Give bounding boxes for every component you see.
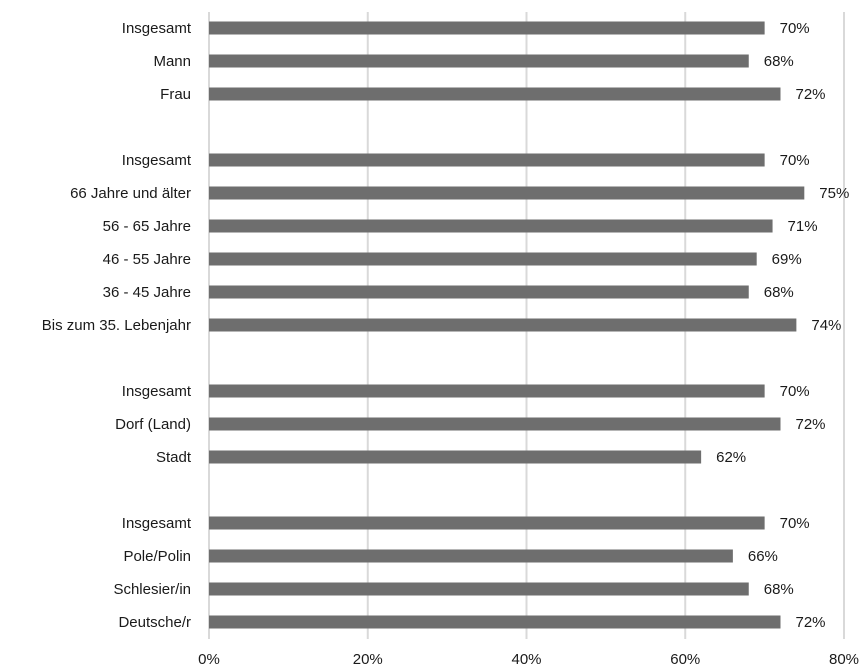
data-label: 72% (795, 86, 825, 103)
x-tick-label: 20% (353, 651, 383, 668)
category-label: Frau (160, 86, 191, 103)
category-label: Pole/Polin (123, 548, 191, 565)
bar (209, 582, 749, 596)
category-label: Insgesamt (122, 515, 192, 532)
data-label: 72% (795, 614, 825, 631)
bar (209, 153, 765, 167)
data-label: 62% (716, 449, 746, 466)
data-label: 68% (764, 581, 794, 598)
bar (209, 615, 781, 629)
bar (209, 21, 765, 35)
category-label: Bis zum 35. Lebenjahr (42, 317, 191, 334)
category-label: 36 - 45 Jahre (103, 284, 191, 301)
bars (209, 21, 805, 629)
bar (209, 252, 757, 266)
data-label: 72% (795, 416, 825, 433)
x-axis-ticks: 0% 20% 40% 60% 80% (198, 651, 859, 668)
x-tick-label: 60% (670, 651, 700, 668)
category-label: Insgesamt (122, 152, 192, 169)
bar (209, 549, 733, 563)
data-label: 74% (811, 317, 841, 334)
category-label: Deutsche/r (118, 614, 191, 631)
bar (209, 87, 781, 101)
value-labels: 70%68%72%70%75%71%69%68%74%70%72%62%70%6… (716, 20, 849, 631)
bar (209, 450, 702, 464)
bar (209, 219, 773, 233)
category-label: Dorf (Land) (115, 416, 191, 433)
data-label: 66% (748, 548, 778, 565)
data-label: 70% (780, 20, 810, 37)
bar (209, 318, 797, 332)
category-label: Mann (153, 53, 191, 70)
data-label: 70% (780, 383, 810, 400)
bar (209, 186, 805, 200)
bar (209, 516, 765, 530)
category-label: Insgesamt (122, 383, 192, 400)
category-label: Schlesier/in (113, 581, 191, 598)
data-label: 68% (764, 284, 794, 301)
data-label: 69% (772, 251, 802, 268)
category-labels: Insgesamt Mann Frau Insgesamt 66 Jahre und ä… (42, 20, 192, 631)
category-label: Insgesamt (122, 20, 192, 37)
x-tick-label: 0% (198, 651, 220, 668)
category-label: Stadt (156, 449, 192, 466)
category-label: 56 - 65 Jahre (103, 218, 191, 235)
data-label: 75% (819, 185, 849, 202)
bar (209, 417, 781, 431)
data-label: 68% (764, 53, 794, 70)
data-label: 71% (788, 218, 818, 235)
bar (209, 384, 765, 398)
category-label: 66 Jahre und älter (70, 185, 191, 202)
x-tick-label: 80% (829, 651, 859, 668)
data-label: 70% (780, 152, 810, 169)
bar (209, 285, 749, 299)
bar (209, 54, 749, 68)
x-tick-label: 40% (511, 651, 541, 668)
data-label: 70% (780, 515, 810, 532)
category-label: 46 - 55 Jahre (103, 251, 191, 268)
